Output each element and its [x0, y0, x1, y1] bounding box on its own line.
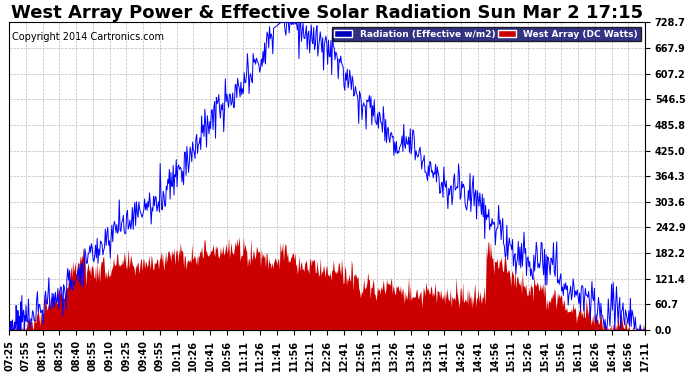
Title: West Array Power & Effective Solar Radiation Sun Mar 2 17:15: West Array Power & Effective Solar Radia…: [11, 4, 643, 22]
Legend: Radiation (Effective w/m2), West Array (DC Watts): Radiation (Effective w/m2), West Array (…: [332, 27, 640, 41]
Text: Copyright 2014 Cartronics.com: Copyright 2014 Cartronics.com: [12, 32, 164, 42]
